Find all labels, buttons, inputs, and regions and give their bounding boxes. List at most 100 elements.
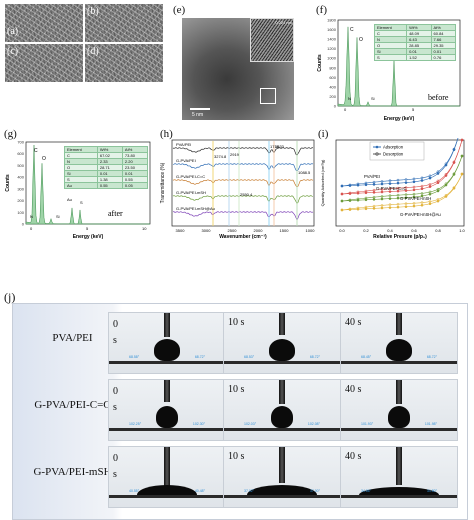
bet-point — [404, 181, 408, 184]
ftir-xtick: 3500 — [176, 228, 186, 233]
ytick: 800 — [329, 65, 336, 70]
eds-after-xtick-2: 10 — [142, 226, 147, 231]
bet-point — [404, 178, 408, 181]
bet-point — [380, 206, 384, 210]
bet-point — [348, 183, 352, 187]
water-droplet — [388, 406, 410, 428]
ytick: 600 — [329, 75, 336, 80]
panel-label-j: (j) — [4, 290, 16, 304]
ftir-annotation: 2919 — [230, 152, 240, 157]
bet-xtick: 0.4 — [387, 228, 393, 233]
bet-series-label: PVA/PEI — [364, 174, 380, 179]
eds-before-xtick-0: 0 — [344, 107, 347, 112]
bet-point — [412, 180, 416, 184]
bet-point — [348, 191, 352, 195]
ftir-annotation: 2550.4 — [240, 192, 253, 197]
bet-svg: Quantity Adsorbed (cm³/g) Relative Presu… — [320, 121, 466, 240]
bet-chart: Quantity Adsorbed (cm³/g) Relative Presu… — [318, 121, 468, 242]
syringe-needle — [164, 313, 170, 337]
bet-point — [340, 199, 344, 203]
contact-angle-photo: 10 s 37.02° 37.00° — [223, 446, 341, 508]
bet-point — [420, 194, 424, 198]
substrate — [224, 428, 340, 431]
bet-point — [340, 208, 344, 212]
table-cell: 0.05 — [121, 182, 149, 189]
bet-point — [452, 186, 456, 190]
bet-point — [460, 138, 464, 142]
bet-point — [372, 204, 376, 208]
bet-point — [348, 198, 352, 202]
eds-after-xlabel: Energy (keV) — [73, 234, 104, 240]
bet-point — [436, 187, 440, 191]
eds-after-ylabel: Counts — [5, 174, 11, 191]
bet-point — [404, 186, 408, 189]
time-label: 0 s — [113, 453, 118, 480]
bet-point — [436, 198, 440, 201]
bet-point — [380, 204, 384, 207]
eds-after-tag: after — [108, 209, 123, 218]
bet-xtick: 0.0 — [339, 228, 345, 233]
bet-point — [388, 182, 392, 185]
eds-after-peak-au: Au — [67, 197, 72, 202]
eds-after-peak-o: O — [42, 156, 46, 162]
panel-label-b: (b) — [87, 6, 99, 17]
bet-point — [444, 182, 448, 186]
bet-point — [372, 188, 376, 192]
contact-angle-right: 34.80° — [426, 489, 437, 493]
contact-angle-right: 68.72° — [194, 355, 205, 359]
contact-angle-photo: 10 s 68.53° 68.72° — [223, 312, 341, 374]
bet-isotherm — [341, 155, 463, 202]
ftir-xtick: 2000 — [254, 228, 264, 233]
panel-label-g: (g) — [4, 128, 17, 140]
time-label: 40 s — [345, 384, 362, 395]
contact-angle-panel: PVA/PEI 0 s 68.58° 68.72° 10 s 68.53° 68.72° 40… — [12, 303, 468, 520]
bet-point — [380, 188, 384, 191]
ytick: 600 — [17, 151, 24, 156]
ftir-series-label: G-PVA/PEI-mSH@Au — [176, 206, 215, 211]
time-label: 0 s — [113, 386, 118, 413]
bet-point — [340, 192, 344, 196]
table-row: O 28.85 29.35 — [373, 42, 457, 49]
bet-point — [396, 193, 400, 197]
bet-point — [380, 195, 384, 198]
bet-point — [364, 205, 368, 209]
substrate — [109, 495, 225, 498]
bet-point — [380, 197, 384, 201]
ftir-series-line — [172, 179, 314, 188]
bet-xtick: 0.2 — [363, 228, 369, 233]
ftir-xtick: 2500 — [228, 228, 238, 233]
bet-point — [428, 202, 432, 206]
eds-after-xtick-1: 5 — [86, 226, 89, 231]
row-label: G-PVA/PEI-mSH — [33, 466, 112, 478]
bet-isotherm — [341, 155, 463, 202]
contact-angle-photo: 10 s 102.03° 102.08° — [223, 379, 341, 441]
ytick: 200 — [329, 94, 336, 99]
bet-point — [388, 187, 392, 191]
water-droplet — [386, 339, 412, 361]
row-label: PVA/PEI — [52, 332, 93, 344]
bet-point — [388, 190, 392, 193]
bet-point — [396, 181, 400, 185]
panel-label-i: (i) — [318, 128, 329, 140]
contact-angle-left: 68.45° — [361, 355, 372, 359]
bet-point — [380, 182, 384, 186]
panel-label-a: (a) — [7, 26, 19, 37]
ytick: 300 — [17, 186, 24, 191]
bet-point — [356, 190, 360, 194]
tem-scalebar — [190, 108, 210, 110]
bet-point — [412, 185, 416, 189]
bet-point — [444, 172, 448, 176]
bet-point — [372, 191, 376, 194]
bet-point — [404, 202, 408, 206]
eds-before-ylabel: Counts — [317, 54, 323, 71]
bet-point — [388, 194, 392, 198]
tem-scale-text: 5 nm — [192, 112, 204, 118]
eds-before-peak-o: O — [359, 37, 363, 43]
eds-after-peak-s: S — [80, 200, 83, 205]
substrate — [224, 495, 340, 498]
sem-grid: (a) (b) (c) (d) — [4, 3, 164, 83]
syringe-needle — [279, 313, 285, 335]
bet-point — [412, 188, 416, 192]
table-cell: S — [373, 54, 408, 61]
ytick: 0 — [334, 104, 337, 109]
